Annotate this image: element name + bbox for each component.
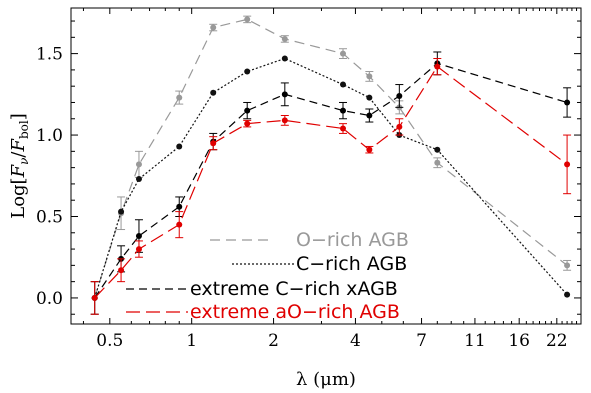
data-point (244, 120, 251, 127)
x-tick-label: 16 (508, 331, 530, 351)
data-point (434, 146, 441, 153)
data-point (281, 91, 288, 98)
data-point (244, 107, 251, 114)
data-point (135, 161, 142, 168)
series-line (94, 65, 568, 299)
data-point (564, 161, 571, 168)
data-point (176, 94, 183, 101)
x-tick-label: 11 (464, 331, 486, 351)
x-tick-label: 7 (416, 331, 427, 351)
plot-frame (70, 7, 582, 325)
legend-label: extreme aO−rich AGB (190, 301, 400, 323)
y-tick-label: 0.0 (36, 289, 63, 309)
data-point (564, 99, 571, 106)
y-tick-label: 1.0 (36, 126, 63, 146)
data-point (91, 294, 98, 301)
y-axis-title: Log[Fν/Fbol] (8, 113, 31, 219)
series-layer (90, 15, 572, 315)
series-line (94, 18, 568, 299)
data-point (564, 291, 571, 298)
data-point (396, 123, 403, 130)
data-point (366, 146, 373, 153)
y-tick-label: 0.5 (36, 207, 63, 227)
data-point (281, 117, 288, 124)
axis-ticks: 0.5 1 2 4 7 11 16 22 0.0 0.5 1.0 1.5 (36, 8, 581, 351)
data-point (176, 221, 183, 228)
legend-label: extreme C−rich xAGB (190, 278, 398, 300)
data-point (339, 50, 346, 57)
x-tick-label: 0.5 (96, 331, 123, 351)
series-line (94, 57, 568, 299)
y-tick-label: 1.5 (36, 45, 63, 65)
data-point (210, 89, 217, 96)
data-point (135, 233, 142, 240)
data-point (244, 68, 251, 75)
data-point (564, 262, 571, 269)
series-line (94, 62, 568, 299)
data-point (339, 107, 346, 114)
data-point (244, 16, 251, 23)
data-point (366, 112, 373, 119)
data-point (339, 81, 346, 88)
data-point (366, 73, 373, 80)
data-point (396, 92, 403, 99)
y-axis-title-text: Log[Fν/Fbol] (8, 113, 31, 219)
legend-label: O−rich AGB (296, 229, 409, 251)
data-point (281, 35, 288, 42)
data-point (176, 203, 183, 210)
x-tick-label: 4 (350, 331, 361, 351)
x-tick-label: 1 (186, 331, 197, 351)
series-3 (90, 57, 572, 315)
data-point (118, 208, 125, 215)
data-point (339, 125, 346, 132)
data-point (434, 159, 441, 166)
data-point (118, 267, 125, 274)
legend-label: C−rich AGB (296, 253, 407, 275)
data-point (210, 24, 217, 31)
data-point (210, 140, 217, 147)
data-point (176, 143, 183, 150)
data-point (135, 246, 142, 253)
data-point (366, 94, 373, 101)
data-point (434, 63, 441, 70)
data-point (281, 55, 288, 62)
data-point (135, 176, 142, 183)
x-tick-label: 2 (268, 331, 279, 351)
x-tick-label: 22 (546, 331, 568, 351)
x-axis-title: λ (μm) (296, 369, 356, 390)
